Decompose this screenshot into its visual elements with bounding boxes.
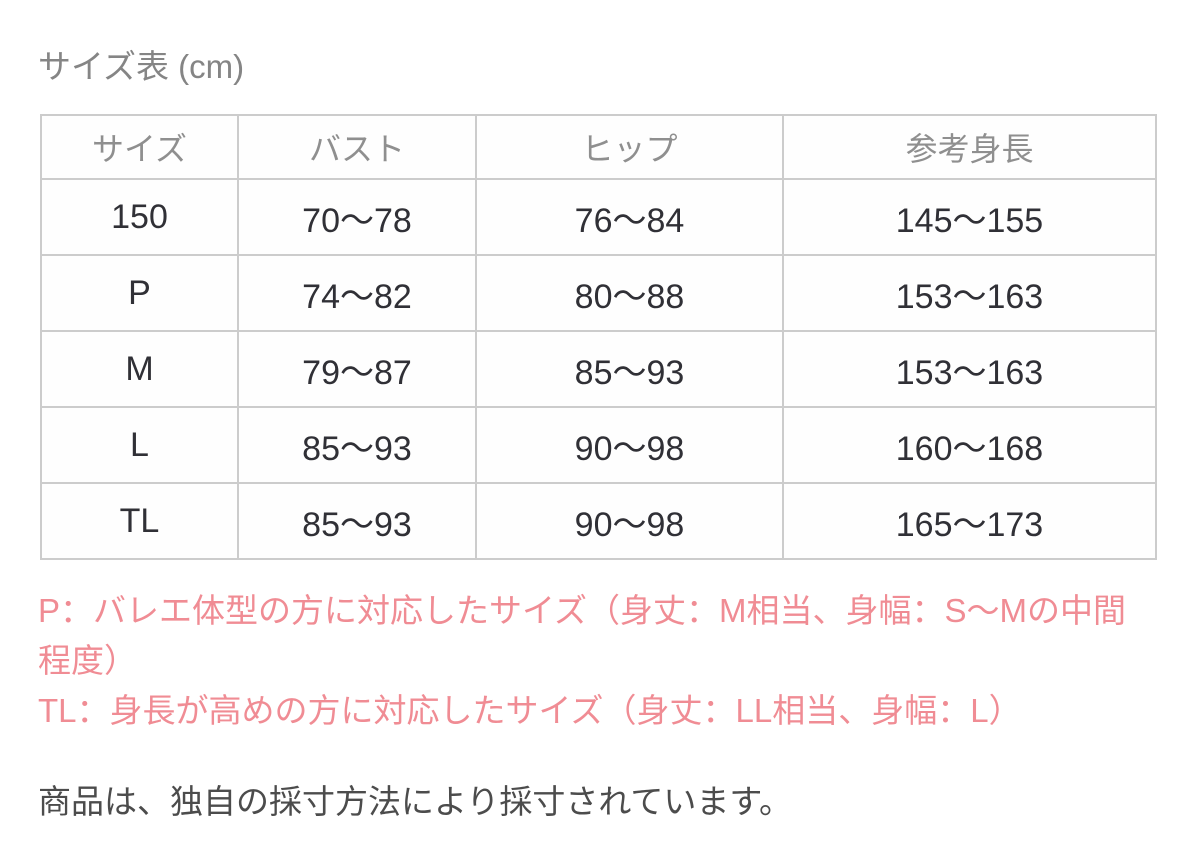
table-row-l: L 85～93 90～98 160～168 bbox=[40, 406, 1157, 484]
page-title: サイズ表 (cm) bbox=[38, 48, 245, 85]
table-row-m: M 79～87 85～93 153～163 bbox=[40, 330, 1157, 408]
cell-size: TL bbox=[40, 482, 239, 560]
measurement-method-note: 商品は、独自の採寸方法により採寸されています。 bbox=[38, 783, 793, 820]
header-size: サイズ bbox=[40, 114, 239, 180]
header-height: 参考身長 bbox=[782, 114, 1157, 180]
cell-bust: 85～93 bbox=[237, 406, 477, 484]
cell-size: L bbox=[40, 406, 239, 484]
cell-height: 153～163 bbox=[782, 254, 1157, 332]
header-bust: バスト bbox=[237, 114, 477, 180]
cell-bust: 70～78 bbox=[237, 178, 477, 256]
table-row-p: P 74～82 80～88 153～163 bbox=[40, 254, 1157, 332]
cell-hip: 90～98 bbox=[475, 482, 784, 560]
table-row-tl: TL 85～93 90～98 165～173 bbox=[40, 482, 1157, 560]
size-note-tl: TL：身長が高めの方に対応したサイズ（身丈：LL相当、身幅：L） bbox=[38, 692, 1022, 729]
cell-bust: 79～87 bbox=[237, 330, 477, 408]
cell-hip: 80～88 bbox=[475, 254, 784, 332]
cell-bust: 85～93 bbox=[237, 482, 477, 560]
size-notes: P：バレエ体型の方に対応したサイズ（身丈：M相当、身幅：S～Mの中間 程度） T… bbox=[38, 586, 1200, 736]
cell-size: P bbox=[40, 254, 239, 332]
cell-height: 165～173 bbox=[782, 482, 1157, 560]
header-hip: ヒップ bbox=[475, 114, 784, 180]
cell-hip: 85～93 bbox=[475, 330, 784, 408]
cell-height: 145～155 bbox=[782, 178, 1157, 256]
cell-size: M bbox=[40, 330, 239, 408]
table-header-row: サイズ バスト ヒップ 参考身長 bbox=[40, 114, 1157, 180]
cell-hip: 90～98 bbox=[475, 406, 784, 484]
table-row-150: 150 70～78 76～84 145～155 bbox=[40, 178, 1157, 256]
size-note-p-line2: 程度） bbox=[38, 642, 137, 679]
cell-height: 153～163 bbox=[782, 330, 1157, 408]
size-note-p-line1: P：バレエ体型の方に対応したサイズ（身丈：M相当、身幅：S～Mの中間 bbox=[38, 592, 1127, 629]
cell-size: 150 bbox=[40, 178, 239, 256]
cell-hip: 76～84 bbox=[475, 178, 784, 256]
cell-height: 160～168 bbox=[782, 406, 1157, 484]
size-table: サイズ バスト ヒップ 参考身長 150 70～78 76～84 145～155… bbox=[40, 114, 1157, 560]
cell-bust: 74～82 bbox=[237, 254, 477, 332]
